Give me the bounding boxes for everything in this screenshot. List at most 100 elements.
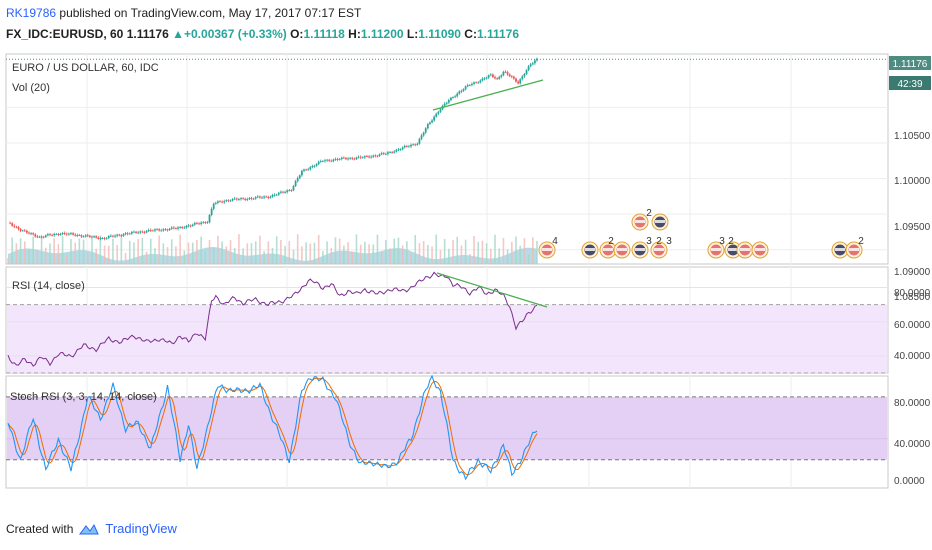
candle-body [296,178,299,182]
candle-body [116,234,119,236]
candle-body [458,91,461,94]
candle-body [403,146,406,148]
volume-bar [464,239,467,264]
candle-body [330,160,333,162]
volume-bar [137,239,139,264]
candle-body [97,237,100,239]
event-flag-stripe [755,248,765,251]
volume-bar [82,239,85,264]
candle-body [326,159,328,161]
candle-body [91,236,93,238]
candle-body [101,238,104,239]
price-change: +0.00367 (+0.33%) [184,27,287,41]
volume-bar [334,237,337,264]
candle-body [147,229,150,232]
candle-body [420,135,423,139]
event-flag-icon [613,241,631,259]
candle-body [418,138,421,144]
candle-body [248,198,251,200]
volume-bar [120,235,123,264]
volume-bar [145,251,148,264]
tradingview-link[interactable]: TradingView [105,521,177,536]
candle-body [290,190,293,191]
candle-body [275,194,278,196]
candle-body [284,192,286,193]
volume-bar [15,243,18,264]
event-flag-stripe [603,248,613,251]
candle-body [34,234,37,237]
candle-body [332,159,335,162]
candle-body [397,149,400,151]
volume-bar [242,248,244,264]
event-flag-icon [831,241,849,259]
candle-body [11,223,14,226]
candle-body [336,159,339,160]
event-flag-stripe [654,248,664,251]
symbol-label: FX_IDC:EURUSD, 60 [6,27,124,41]
candle-body [105,237,108,239]
candle-body [454,96,457,98]
volume-bar [271,247,274,264]
candle-body [168,228,171,231]
candle-body [471,83,473,85]
candle-body [393,151,396,153]
candle-body [410,144,412,147]
volume-bar [74,242,76,264]
volume-bar [410,253,412,264]
candle-body [225,200,228,202]
event-flag-stripe [835,248,845,251]
candle-body [242,198,245,199]
rsi-y-tick-label: 80.0000 [894,288,931,299]
rsi-y-tick-label: 40.0000 [894,351,931,362]
candle-body [303,169,305,171]
candle-body [256,196,259,198]
last-price-badge-label: 1.11176 [893,59,928,70]
volume-bar [238,234,240,264]
volume-bar [170,239,173,264]
candle-body [515,78,517,82]
volume-bar [259,235,261,264]
candle-body [353,158,356,160]
volume-bar [427,244,429,264]
event-flag-icon [651,213,669,231]
volume-bar [112,238,114,264]
candle-body [67,233,70,235]
volume-bar [196,240,198,264]
volume-bar [204,251,207,264]
candle-body [481,78,484,81]
candle-body [51,235,53,236]
volume-bar [200,236,202,264]
volume-bar [485,243,488,264]
candle-body [292,186,295,191]
event-count-label: 2 [728,236,734,247]
rsi-title: RSI (14, close) [12,280,85,292]
candle-body [175,228,177,230]
volume-bar [439,250,442,264]
volume-bar [406,241,408,264]
candle-body [170,227,173,229]
volume-bar [431,246,433,264]
candle-body [78,235,81,236]
candle-body [426,124,429,129]
candle-body [492,74,494,78]
candle-body [19,229,22,231]
candle-body [99,238,102,240]
high-value: 1.11200 [360,27,404,41]
volume-bar [456,236,459,264]
username-link[interactable]: RK19786 [6,6,57,20]
x-tick-label: 17 [481,492,493,493]
candle-body [408,146,410,148]
candle-body [42,236,45,238]
volume-bar [385,240,387,264]
volume-bar [355,234,358,264]
candle-body [187,225,190,227]
chart-area[interactable]: 11121516171819221.111761.105001.100001.0… [0,48,932,493]
candle-body [235,198,238,200]
candle-body [298,175,301,179]
publish-line: RK19786 published on TradingView.com, Ma… [6,6,361,20]
candle-body [151,230,154,232]
candle-body [462,89,465,91]
candle-body [506,72,509,75]
candle-body [429,122,431,125]
candle-body [445,102,448,104]
